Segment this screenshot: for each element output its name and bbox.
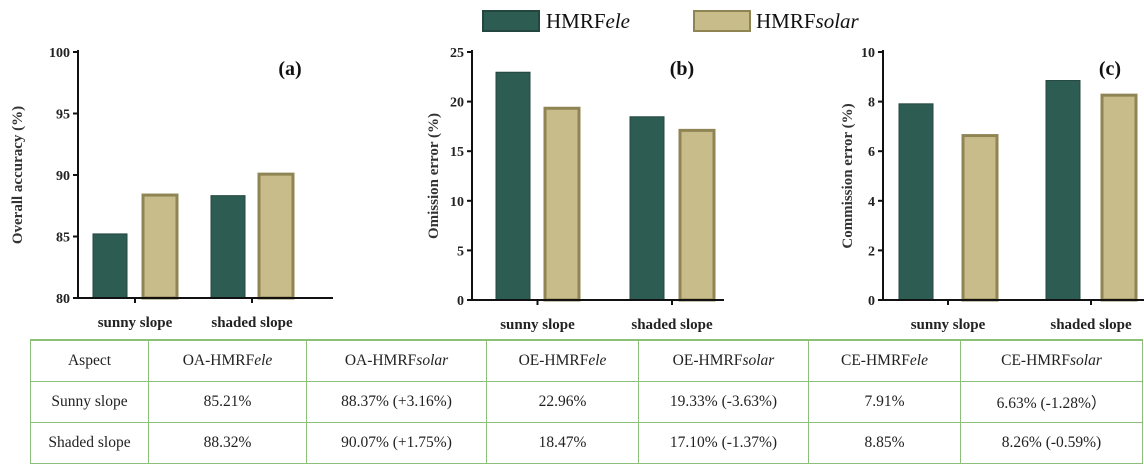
y-tick-label: 15: [450, 145, 464, 160]
bar-HMRFele-shaded-slope: [629, 116, 665, 301]
legend-label-main: HMRF: [756, 9, 816, 33]
y-tick-label: 10: [861, 46, 875, 61]
bar-HMRFsolar-shaded-slope: [678, 128, 716, 302]
table-header-cell: CE-HMRFsolar: [960, 339, 1143, 382]
y-tick-label: 0: [457, 294, 464, 309]
table-cell: 85.21%: [148, 381, 307, 423]
table-cell: 7.91%: [808, 381, 961, 423]
table-cell: 18.47%: [486, 422, 639, 464]
table-header-row: Aspect OA-HMRFele OA-HMRFsolar OE-HMRFel…: [30, 339, 1143, 382]
bar-HMRFsolar-sunny-slope: [961, 134, 999, 302]
panel-letter: (a): [278, 58, 301, 80]
table-cell: 19.33% (-3.63%): [638, 381, 809, 423]
y-tick-label: 0: [868, 294, 875, 309]
x-tick-label: sunny slope: [500, 317, 575, 333]
table-header-cell: OA-HMRFele: [148, 339, 307, 382]
bar-HMRFsolar-sunny-slope: [141, 193, 179, 300]
table-cell: 88.32%: [148, 422, 307, 464]
y-tick-label: 8: [868, 96, 875, 111]
table-header-cell: OE-HMRFele: [486, 339, 639, 382]
results-table: Aspect OA-HMRFele OA-HMRFsolar OE-HMRFel…: [30, 339, 1143, 464]
y-tick-label: 25: [450, 46, 464, 61]
y-tick-label: 4: [868, 195, 875, 210]
bar-HMRFele-shaded-slope: [1045, 80, 1081, 301]
y-tick-label: 20: [450, 96, 464, 111]
table-cell: 17.10% (-1.37%): [638, 422, 809, 464]
y-tick-label: 90: [56, 169, 70, 184]
legend-swatch-ele: [482, 10, 540, 32]
table-header-cell: Aspect: [30, 339, 149, 382]
y-tick-label: 6: [868, 145, 875, 160]
bar-HMRFele-sunny-slope: [898, 103, 934, 301]
y-tick-label: 100: [49, 46, 70, 61]
legend-label-main: HMRF: [546, 9, 606, 33]
legend: HMRFele HMRFsolar: [482, 9, 860, 33]
table-header-cell: OA-HMRFsolar: [306, 339, 487, 382]
y-tick-label: 5: [457, 244, 464, 259]
y-tick-label: 10: [450, 195, 464, 210]
y-tick-label: 80: [56, 292, 70, 307]
table-header-cell: OE-HMRFsolar: [638, 339, 809, 382]
x-tick-label: sunny slope: [911, 317, 986, 333]
y-axis-title: Commission error (%): [840, 103, 856, 248]
x-tick-label: shaded slope: [211, 315, 293, 331]
bar-HMRFele-sunny-slope: [92, 233, 128, 299]
chart-panel-b: 0 5 10 15 20 25 sunny slope shaded slope Omissio…: [426, 46, 724, 333]
table-cell: 90.07% (+1.75%): [306, 422, 487, 464]
table-cell: Shaded slope: [30, 422, 149, 464]
table-header-cell: CE-HMRFele: [808, 339, 961, 382]
x-tick-label: shaded slope: [1050, 317, 1132, 333]
legend-label-suffix: solar: [816, 9, 860, 33]
bar-HMRFele-shaded-slope: [210, 195, 246, 299]
chart-panel-c: 0 2 4 6 8 10 sunny slope shaded slope Commission…: [840, 46, 1144, 333]
legend-swatch-solar: [693, 10, 751, 32]
bar-HMRFsolar-shaded-slope: [257, 172, 295, 300]
x-tick-label: shaded slope: [631, 317, 713, 333]
y-tick-label: 2: [868, 244, 875, 259]
table-cell: 6.63% (-1.28%）: [960, 381, 1143, 423]
y-axis-title: Omission error (%): [426, 113, 442, 239]
table-cell: 22.96%: [486, 381, 639, 423]
bar-HMRFsolar-sunny-slope: [543, 106, 581, 302]
y-axis-title: Overall accuracy (%): [10, 106, 26, 244]
table-cell: 8.26% (-0.59%): [960, 422, 1143, 464]
panel-letter: (b): [670, 58, 694, 80]
legend-label-ele: HMRFele: [546, 9, 630, 33]
table-cell: 8.85%: [808, 422, 961, 464]
chart-panel-a: 80 85 90 95 100 sunny slope shaded slope Overal…: [10, 46, 333, 331]
table-row: Shaded slope 88.32% 90.07% (+1.75%) 18.4…: [30, 422, 1143, 464]
legend-label-solar: HMRFsolar: [756, 9, 860, 33]
table-cell: Sunny slope: [30, 381, 149, 423]
bar-HMRFele-sunny-slope: [495, 71, 531, 301]
x-tick-label: sunny slope: [98, 315, 173, 331]
legend-label-suffix: ele: [606, 9, 630, 33]
bar-HMRFsolar-shaded-slope: [1100, 93, 1138, 302]
table-cell: 88.37% (+3.16%): [306, 381, 487, 423]
y-tick-label: 85: [56, 231, 70, 246]
table-row: Sunny slope 85.21% 88.37% (+3.16%) 22.96…: [30, 381, 1143, 423]
panel-letter: (c): [1099, 58, 1121, 80]
y-tick-label: 95: [56, 108, 70, 123]
